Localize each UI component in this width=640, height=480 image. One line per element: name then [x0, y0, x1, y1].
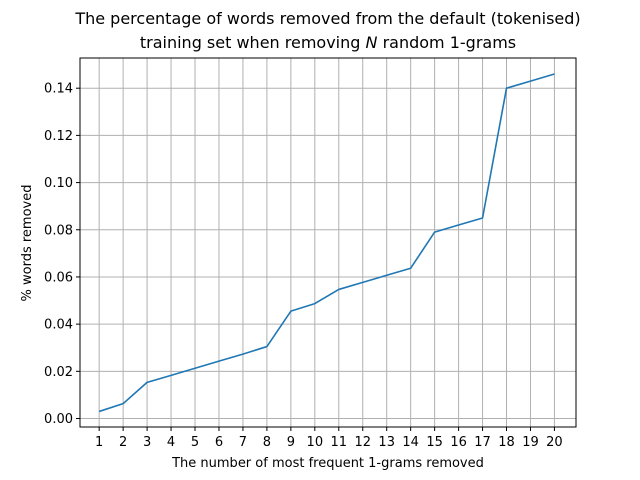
- y-tick-label: 0.02: [44, 365, 73, 380]
- x-tick-label: 13: [378, 435, 395, 450]
- x-tick-label: 20: [546, 435, 563, 450]
- chart-title-line-2: training set when removing N random 1-gr…: [140, 33, 516, 52]
- x-tick-label: 8: [263, 435, 271, 450]
- x-tick-label: 3: [143, 435, 151, 450]
- chart-title-line-1: The percentage of words removed from the…: [74, 9, 580, 28]
- x-tick-label: 2: [119, 435, 127, 450]
- x-tick-label: 4: [167, 435, 175, 450]
- x-tick-label: 5: [191, 435, 199, 450]
- x-tick-label: 10: [307, 435, 324, 450]
- y-tick-label: 0.04: [44, 318, 73, 333]
- x-tick-label: 1: [95, 435, 103, 450]
- y-tick-label: 0.06: [44, 270, 73, 285]
- chart-title-line-2-end: random 1-grams: [377, 33, 516, 52]
- chart-title-line-2-start: training set when removing: [140, 33, 366, 52]
- series-line: [98, 73, 555, 413]
- x-tick-label: 18: [498, 435, 515, 450]
- y-tick-label: 0.12: [44, 129, 73, 144]
- y-tick-label: 0.08: [44, 223, 73, 238]
- plot-area-frame: [79, 57, 577, 428]
- chart-title-variable: N: [366, 33, 378, 52]
- axis-ticks: 1 2 3 4 5 6 7 8 9 10 11 12 13 14 15 16 17 18 19 200.000.020…: [44, 82, 563, 450]
- x-tick-label: 11: [331, 435, 348, 450]
- x-tick-label: 17: [474, 435, 491, 450]
- x-tick-label: 7: [239, 435, 247, 450]
- y-tick-label: 0.00: [44, 412, 73, 427]
- x-tick-label: 16: [450, 435, 467, 450]
- series: [98, 73, 555, 413]
- x-tick-label: 6: [215, 435, 223, 450]
- x-tick-label: 12: [354, 435, 371, 450]
- x-axis-label: The number of most frequent 1-grams remo…: [171, 456, 484, 471]
- x-tick-label: 15: [426, 435, 443, 450]
- y-tick-label: 0.10: [44, 176, 73, 191]
- y-axis-label: % words removed: [20, 185, 35, 302]
- x-tick-label: 19: [522, 435, 539, 450]
- grid: [80, 58, 576, 427]
- y-tick-label: 0.14: [44, 82, 73, 97]
- x-tick-label: 14: [402, 435, 419, 450]
- x-tick-label: 9: [287, 435, 295, 450]
